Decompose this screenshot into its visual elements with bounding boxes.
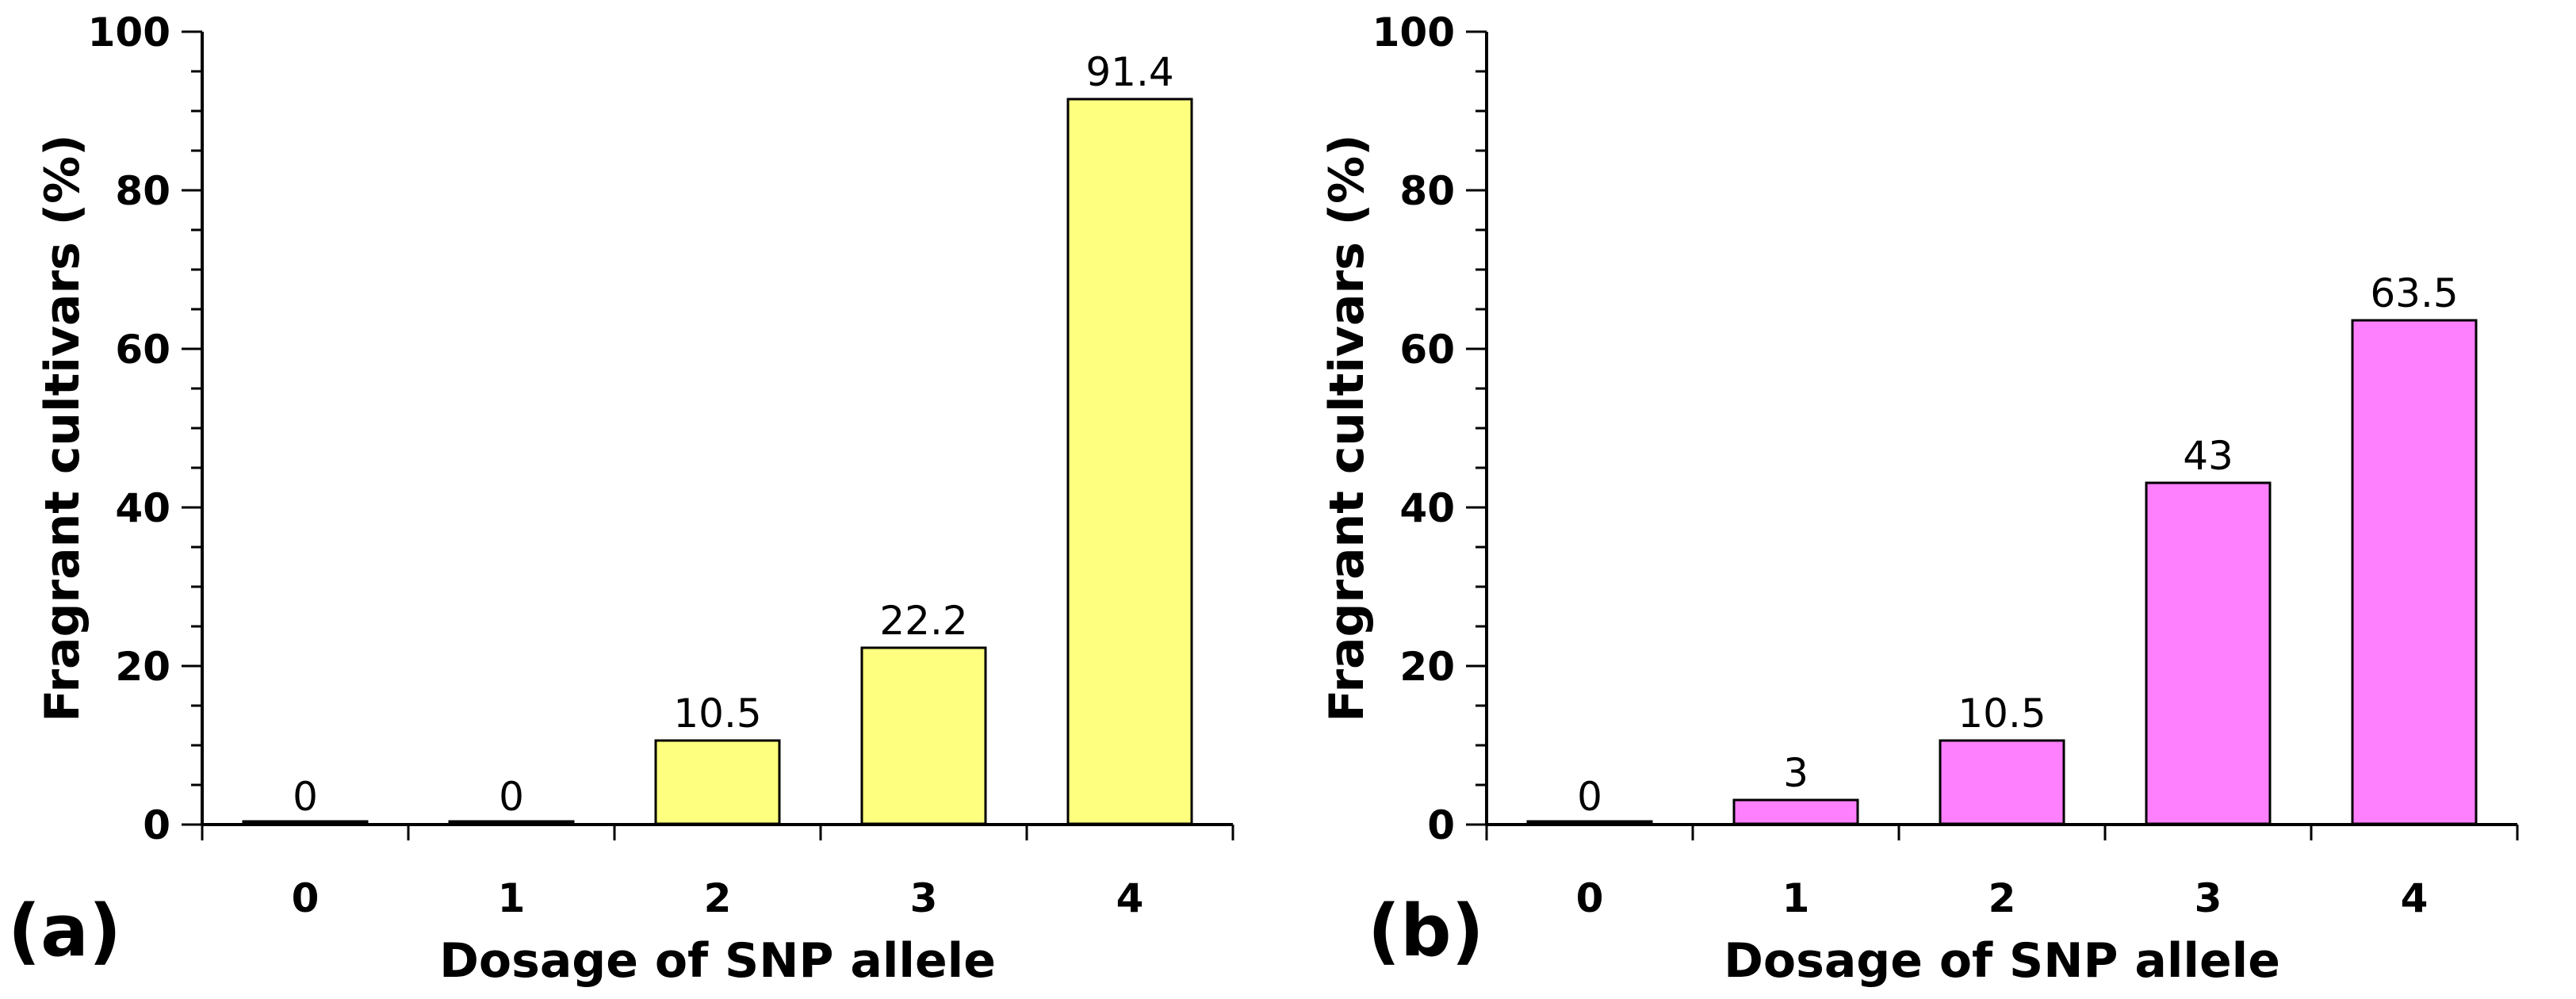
panel-a: 0 20 40 60 80 100 0 0 1 0 2 10.5 3 22.2 4 91.4 Fragrant … bbox=[8, 10, 1234, 989]
y-tick-label: 40 bbox=[1399, 485, 1455, 531]
panel-label: (a) bbox=[8, 890, 121, 973]
data-label: 10.5 bbox=[1958, 691, 2046, 737]
bar bbox=[242, 820, 369, 825]
panel-b: 0 20 40 60 80 100 0 0 1 3 2 10.5 3 43 4 63.5 Fragrant cu… bbox=[1319, 10, 2519, 989]
x-tick-label: 4 bbox=[1116, 875, 1144, 921]
x-tick-label: 1 bbox=[498, 875, 526, 921]
bar bbox=[654, 739, 781, 825]
bar bbox=[1939, 739, 2065, 825]
y-axis-title: Fragrant cultivars (%) bbox=[35, 134, 90, 722]
x-tick-label: 4 bbox=[2401, 875, 2429, 921]
y-tick-label: 0 bbox=[1427, 802, 1455, 848]
bar bbox=[2351, 319, 2478, 825]
y-tick-label: 100 bbox=[88, 10, 170, 56]
x-tick-label: 2 bbox=[704, 875, 732, 921]
bar bbox=[448, 820, 575, 825]
panel-label: (b) bbox=[1368, 890, 1484, 973]
y-tick-label: 20 bbox=[115, 644, 170, 690]
y-axis-title: Fragrant cultivars (%) bbox=[1319, 134, 1375, 722]
bar bbox=[860, 646, 987, 825]
y-tick-label: 40 bbox=[115, 485, 170, 531]
x-tick-label: 0 bbox=[292, 875, 320, 921]
bar bbox=[1066, 98, 1193, 825]
data-label: 0 bbox=[1577, 774, 1602, 820]
bar bbox=[1732, 798, 1859, 825]
x-tick-label: 0 bbox=[1576, 875, 1604, 921]
y-tick-label: 80 bbox=[115, 168, 170, 214]
y-tick-label: 60 bbox=[1399, 327, 1455, 373]
bar bbox=[2145, 481, 2272, 825]
x-tick-label: 3 bbox=[2195, 875, 2222, 921]
x-tick-label: 1 bbox=[1782, 875, 1810, 921]
bar bbox=[1526, 820, 1653, 825]
data-label: 3 bbox=[1783, 750, 1809, 796]
data-label: 0 bbox=[499, 774, 524, 820]
y-tick-label: 60 bbox=[115, 327, 170, 373]
data-label: 22.2 bbox=[879, 598, 967, 644]
x-axis-title: Dosage of SNP allele bbox=[1724, 933, 2280, 989]
data-label: 91.4 bbox=[1085, 49, 1173, 95]
data-label: 0 bbox=[293, 774, 318, 820]
x-tick-label: 3 bbox=[910, 875, 938, 921]
data-label: 10.5 bbox=[673, 691, 761, 737]
y-tick-label: 0 bbox=[143, 802, 170, 848]
data-label: 63.5 bbox=[2370, 270, 2458, 316]
data-label: 43 bbox=[2183, 433, 2233, 479]
y-tick-label: 100 bbox=[1372, 10, 1455, 56]
x-axis-title: Dosage of SNP allele bbox=[439, 933, 996, 989]
x-tick-label: 2 bbox=[1988, 875, 2016, 921]
y-tick-label: 80 bbox=[1399, 168, 1455, 214]
y-tick-label: 20 bbox=[1399, 644, 1455, 690]
